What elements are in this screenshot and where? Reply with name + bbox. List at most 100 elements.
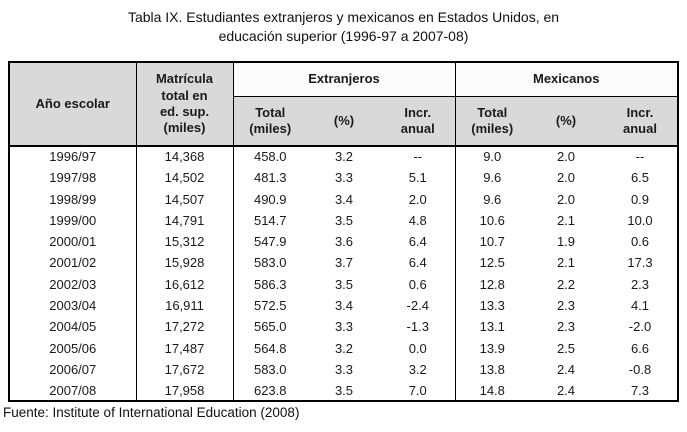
- table-cell: 572.5: [232, 294, 307, 317]
- table-cell: 564.8: [232, 337, 307, 359]
- table-cell: 3.4: [307, 188, 381, 210]
- table-cell: 586.3: [232, 273, 307, 295]
- table-row: 2004/05 17,272 565.0 3.3 -1.3 13.1 2.3 -2.0: [9, 316, 678, 338]
- table-row: 2003/04 16,911 572.5 3.4 -2.4 13.3 2.3 4.1: [9, 294, 678, 317]
- table-cell: 2005/06: [9, 337, 136, 359]
- table-cell: 9.6: [454, 167, 529, 189]
- table-cell: 2002/03: [9, 273, 136, 295]
- table-cell: 3.3: [307, 167, 381, 189]
- table-cell: 2.0: [529, 167, 603, 189]
- col-header-mexicanos-incr: Incr. anual: [603, 96, 678, 146]
- table-cell: 10.0: [603, 209, 678, 231]
- table-cell: 17,958: [135, 380, 233, 402]
- table-row: 2002/03 16,612 586.3 3.5 0.6 12.8 2.2 2.3: [9, 273, 678, 295]
- table-cell: 6.6: [603, 337, 678, 359]
- table-cell: 2.0: [381, 188, 455, 210]
- table-cell: 17,672: [135, 358, 233, 381]
- table-cell: 2.4: [529, 380, 603, 402]
- table-cell: 3.2: [381, 358, 455, 381]
- table-cell: 2.3: [603, 273, 678, 295]
- table-cell: 1.9: [529, 230, 603, 253]
- table-cell: 1996/97: [9, 145, 136, 168]
- table-cell: 10.6: [454, 209, 529, 231]
- table-cell: 13.8: [454, 358, 529, 381]
- table-cell: 3.2: [307, 145, 381, 168]
- table-cell: 9.6: [454, 188, 529, 210]
- table-cell: 2.4: [529, 358, 603, 381]
- table-cell: 7.0: [381, 380, 455, 402]
- table-cell: 490.9: [232, 188, 307, 210]
- table-cell: 3.3: [307, 316, 381, 338]
- table-cell: 2.5: [529, 337, 603, 359]
- table-header: Año escolar Matrícula total en ed. sup. …: [9, 61, 678, 146]
- table-row: 1997/98 14,502 481.3 3.3 5.1 9.6 2.0 6.5: [9, 167, 678, 189]
- table-cell: 2.0: [529, 145, 603, 168]
- table-cell: 481.3: [232, 167, 307, 189]
- table-cell: 14,791: [135, 209, 233, 231]
- table-cell: 2.1: [529, 209, 603, 231]
- col-header-extranjeros-incr: Incr. anual: [381, 96, 455, 146]
- table-title-line1: Tabla IX. Estudiantes extranjeros y mexi…: [127, 9, 560, 25]
- table-row: 2005/06 17,487 564.8 3.2 0.0 13.9 2.5 6.6: [9, 337, 678, 359]
- table-cell: 2004/05: [9, 316, 136, 338]
- table-cell: 15,928: [135, 252, 233, 274]
- table-cell: 4.8: [381, 209, 455, 231]
- table-cell: 13.1: [454, 316, 529, 338]
- table-cell: 16,911: [135, 294, 233, 317]
- col-header-mexicanos-total: Total (miles): [454, 96, 529, 146]
- table-cell: 1998/99: [9, 188, 136, 210]
- table-cell: 3.4: [307, 294, 381, 317]
- table-cell: 3.5: [307, 209, 381, 231]
- table-cell: 16,612: [135, 273, 233, 295]
- table-cell: 547.9: [232, 230, 307, 253]
- table-cell: 623.8: [232, 380, 307, 402]
- table-cell: 17,487: [135, 337, 233, 359]
- col-header-matricula: Matrícula total en ed. sup. (miles): [135, 61, 233, 146]
- table-cell: 13.3: [454, 294, 529, 317]
- table-cell: 1997/98: [9, 167, 136, 189]
- table-row: 1996/97 14,368 458.0 3.2 -- 9.0 2.0 --: [9, 145, 678, 168]
- table-cell: 0.9: [603, 188, 678, 210]
- table-cell: 3.3: [307, 358, 381, 381]
- group-header-mexicanos: Mexicanos: [454, 61, 678, 98]
- source-note: Fuente: Institute of International Educa…: [3, 405, 300, 421]
- table-cell: 2001/02: [9, 252, 136, 274]
- table-cell: 13.9: [454, 337, 529, 359]
- sub-header-row: Total (miles) (%) Incr. anual Total (mil…: [9, 96, 678, 146]
- table-cell: 2006/07: [9, 358, 136, 381]
- table-cell: 14.8: [454, 380, 529, 402]
- table-cell: 2.2: [529, 273, 603, 295]
- table-cell: 3.2: [307, 337, 381, 359]
- table-cell: --: [603, 145, 678, 168]
- table-cell: 583.0: [232, 252, 307, 274]
- group-header-row: Año escolar Matrícula total en ed. sup. …: [9, 61, 678, 146]
- table-cell: 3.6: [307, 230, 381, 253]
- table-cell: 9.0: [454, 145, 529, 168]
- table-cell: 0.6: [603, 230, 678, 253]
- table-title: Tabla IX. Estudiantes extranjeros y mexi…: [0, 0, 687, 46]
- table-cell: --: [381, 145, 455, 168]
- table-cell: 3.5: [307, 273, 381, 295]
- table-cell: 14,507: [135, 188, 233, 210]
- table-cell: 2.3: [529, 316, 603, 338]
- table-cell: 10.7: [454, 230, 529, 253]
- table-row: 2001/02 15,928 583.0 3.7 6.4 12.5 2.1 17.3: [9, 252, 678, 274]
- table-cell: 1999/00: [9, 209, 136, 231]
- table-row: 1998/99 14,507 490.9 3.4 2.0 9.6 2.0 0.9: [9, 188, 678, 210]
- data-table: Año escolar Matrícula total en ed. sup. …: [8, 60, 679, 403]
- table-cell: 2007/08: [9, 380, 136, 402]
- table-cell: 458.0: [232, 145, 307, 168]
- table-cell: 583.0: [232, 358, 307, 381]
- table-cell: 6.5: [603, 167, 678, 189]
- table-title-line2: educación superior (1996-97 a 2007-08): [218, 27, 469, 44]
- table-cell: 0.0: [381, 337, 455, 359]
- table-cell: -1.3: [381, 316, 455, 338]
- table-row: 1999/00 14,791 514.7 3.5 4.8 10.6 2.1 10.0: [9, 209, 678, 231]
- table-cell: 17,272: [135, 316, 233, 338]
- table-cell: 3.7: [307, 252, 381, 274]
- table-cell: 12.8: [454, 273, 529, 295]
- table-cell: 2.3: [529, 294, 603, 317]
- table-cell: 2.0: [529, 188, 603, 210]
- table-cell: 17.3: [603, 252, 678, 274]
